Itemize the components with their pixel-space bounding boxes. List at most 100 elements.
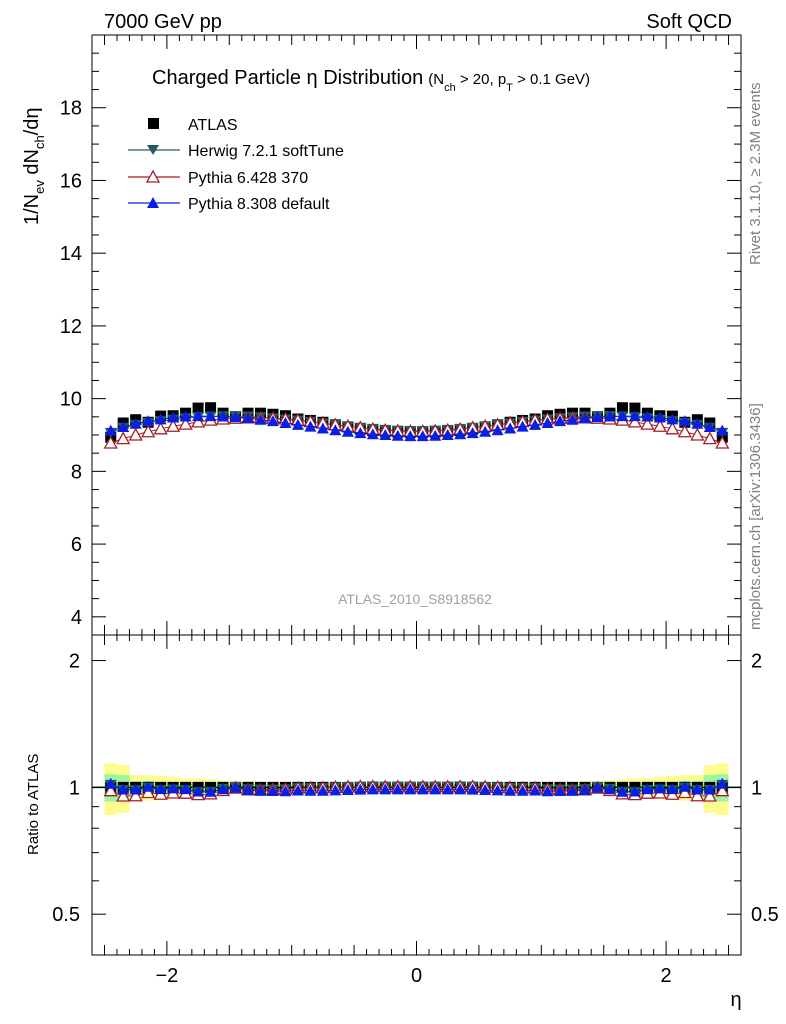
ratio-point-pythia-8-308-default (329, 784, 342, 796)
main-y-ticks: 4 6 8 10 12 14 16 18 (60, 52, 741, 629)
main-point-pythia-8-308-default (404, 430, 417, 442)
ratio-point-pythia-8-308-default (266, 785, 279, 797)
ratio-point-pythia-8-308-default (703, 783, 716, 795)
main-point-pythia-6-428-370 (640, 416, 655, 430)
ratio-point-pythia-8-308-default (516, 784, 529, 796)
main-y-tick-label: 12 (60, 316, 82, 338)
legend-marker-herwig (147, 145, 159, 155)
main-point-pythia-8-308-default (204, 410, 217, 422)
ratio-point-pythia-8-308-default (454, 783, 467, 795)
main-point-pythia-6-428-370 (178, 416, 193, 430)
main-point-pythia-8-308-default (504, 422, 517, 434)
ratio-point-pythia-8-308-default (142, 780, 155, 792)
main-y-tick-label: 4 (71, 607, 82, 629)
mcplots-reference-label: mcplots.cern.ch [arXiv:1306.3436] (747, 403, 764, 630)
main-point-pythia-8-308-default (391, 429, 404, 441)
main-point-pythia-8-308-default (703, 421, 716, 432)
main-y-tick-label: 10 (60, 389, 82, 411)
main-point-pythia-6-428-370 (103, 435, 118, 449)
legend-item-atlas: ATLAS (148, 117, 238, 134)
main-point-pythia-8-308-default (179, 410, 192, 422)
ratio-point-pythia-6-428-370 (128, 788, 143, 802)
main-point-pythia-6-428-370 (702, 431, 717, 445)
main-y-tick-label: 14 (60, 243, 82, 265)
ratio-point-pythia-8-308-default (117, 783, 130, 795)
x-tick-label: 0 (411, 965, 422, 987)
ratio-point-pythia-8-308-default (529, 784, 542, 796)
main-point-pythia-8-308-default (117, 421, 130, 432)
ratio-point-pythia-8-308-default (204, 785, 217, 797)
main-point-pythia-8-308-default (716, 424, 729, 436)
main-point-pythia-8-308-default (454, 428, 467, 440)
main-point-atlas (629, 402, 641, 414)
main-point-pythia-8-308-default (491, 424, 504, 436)
ratio-point-pythia-8-308-default (641, 783, 654, 795)
ratio-y-tick-label-left: 2 (69, 651, 80, 673)
ratio-point-pythia-6-428-370 (715, 783, 730, 797)
main-line-pythia-6-428-370 (110, 417, 723, 444)
legend-marker-pythia8 (147, 197, 159, 208)
ratio-point-pythia-6-428-370 (116, 788, 131, 802)
ratio-point-pythia-8-308-default (616, 785, 629, 797)
legend-item-pythia8: Pythia 8.308 default (128, 196, 330, 213)
ratio-point-pythia-8-308-default (591, 781, 604, 793)
main-point-atlas (205, 402, 217, 414)
main-point-pythia-8-308-default (167, 411, 180, 423)
main-point-pythia-8-308-default (628, 410, 641, 422)
ratio-point-pythia-8-308-default (154, 783, 167, 795)
ratio-point-pythia-8-308-default (167, 782, 180, 794)
ratio-point-pythia-8-308-default (554, 785, 567, 797)
ratio-point-pythia-8-308-default (603, 783, 616, 795)
main-point-atlas (616, 402, 628, 414)
ratio-y-ticks: 0.5 0.5 1 1 2 2 (52, 651, 779, 956)
main-point-pythia-6-428-370 (141, 424, 156, 438)
main-point-pythia-8-308-default (541, 417, 554, 428)
ratio-y-tick-label-left: 1 (69, 777, 80, 799)
main-point-atlas (192, 402, 204, 414)
ratio-y-tick-label-right: 1 (751, 777, 762, 799)
main-point-pythia-8-308-default (192, 410, 205, 422)
x-axis-label: η (730, 989, 741, 1011)
main-x-ticks (103, 35, 730, 635)
ratio-point-pythia-8-308-default (217, 783, 230, 795)
main-point-pythia-8-308-default (416, 430, 429, 442)
main-point-pythia-8-308-default (366, 428, 379, 440)
ratio-panel: 0.5 0.5 1 1 2 2 (52, 634, 779, 956)
main-point-pythia-6-428-370 (690, 427, 705, 441)
main-point-pythia-8-308-default (429, 429, 442, 441)
main-point-pythia-8-308-default (104, 424, 117, 436)
ratio-point-pythia-8-308-default (192, 785, 205, 797)
ratio-y-tick-label-right: 2 (751, 651, 762, 673)
main-point-pythia-8-308-default (154, 413, 167, 425)
legend-label-pythia6: Pythia 6.428 370 (188, 170, 308, 187)
main-point-pythia-8-308-default (254, 413, 267, 425)
ratio-point-pythia-8-308-default (341, 783, 354, 795)
main-point-pythia-8-308-default (529, 418, 542, 430)
main-point-pythia-6-428-370 (652, 418, 667, 432)
ratio-point-pythia-8-308-default (379, 783, 392, 795)
main-point-pythia-6-428-370 (116, 431, 131, 445)
header-collision-label: 7000 GeV pp (104, 11, 222, 33)
main-panel: 4 6 8 10 12 14 16 18 (60, 34, 742, 636)
main-y-tick-label: 8 (71, 461, 82, 483)
ratio-x-ticks (103, 635, 730, 955)
main-point-pythia-8-308-default (354, 427, 367, 439)
analysis-id-label: ATLAS_2010_S8918562 (338, 591, 492, 607)
legend-label-atlas: ATLAS (188, 117, 238, 134)
ratio-point-pythia-8-308-default (279, 785, 292, 797)
ratio-point-pythia-8-308-default (304, 784, 317, 796)
main-point-pythia-8-308-default (266, 415, 279, 427)
ratio-point-pythia-8-308-default (179, 783, 192, 795)
ratio-point-pythia-8-308-default (653, 782, 666, 794)
main-y-tick-label: 16 (60, 170, 82, 192)
main-point-pythia-8-308-default (653, 411, 666, 423)
main-point-pythia-6-428-370 (153, 421, 168, 435)
legend: ATLAS Herwig 7.2.1 softTune Pythia 6.428… (128, 117, 344, 213)
ratio-point-pythia-6-428-370 (103, 783, 118, 797)
main-y-axis-label: 1/Nev dNch/dη (21, 107, 47, 225)
ratio-point-pythia-8-308-default (628, 785, 641, 797)
main-point-pythia-8-308-default (279, 417, 292, 428)
ratio-point-pythia-8-308-default (466, 783, 479, 795)
ratio-point-pythia-6-428-370 (702, 788, 717, 802)
